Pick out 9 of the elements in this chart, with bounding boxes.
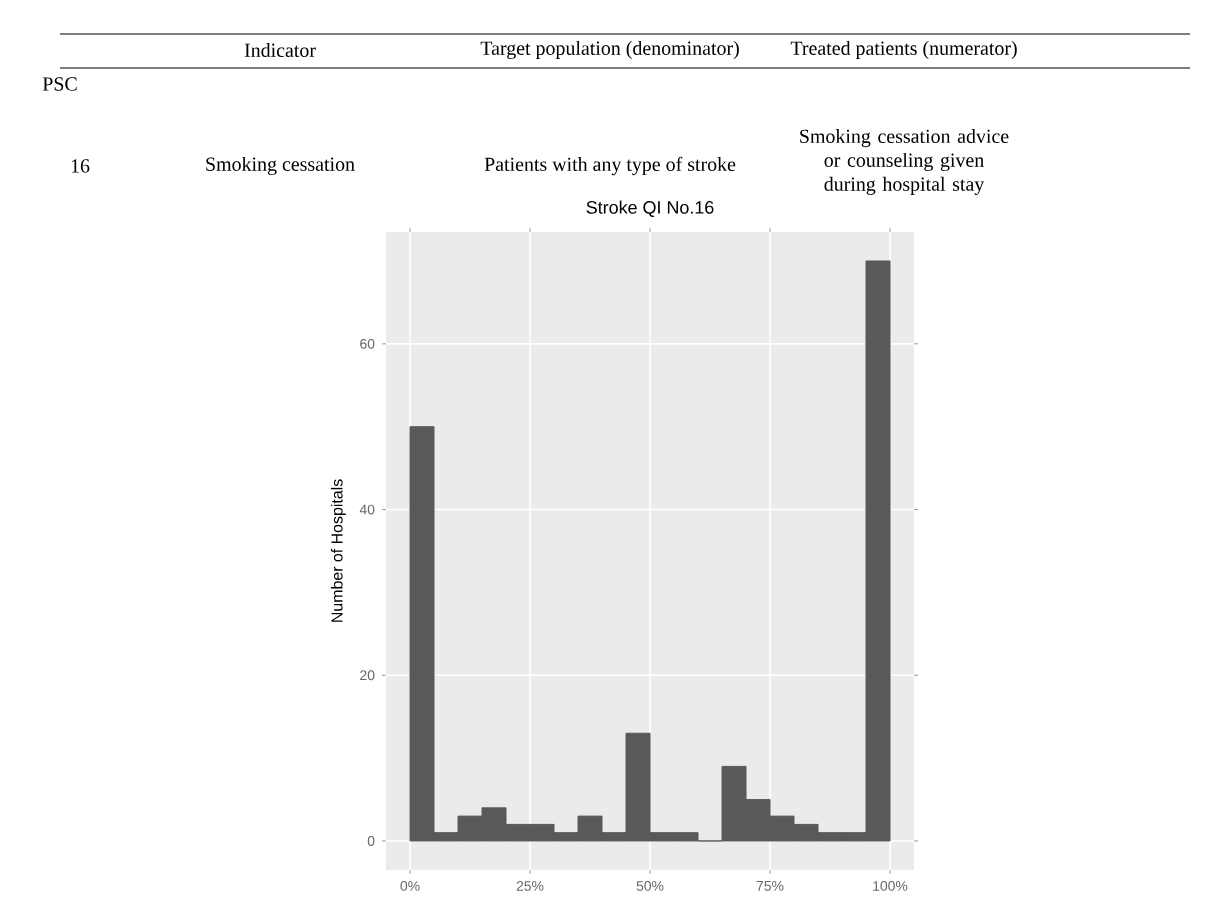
chart-title: Stroke QI No.16 [586, 200, 714, 217]
text: Target population (denominator) [480, 40, 739, 60]
text: PSC [42, 77, 77, 91]
text: Patients with any type of stroke [484, 156, 736, 176]
text: Smoking cessation advice or counseling given during hospital stay [800, 128, 1009, 195]
text: Smoking cessation [206, 156, 355, 176]
text: Indicator [244, 42, 316, 57]
text: Treated patients (numerator) [790, 40, 1017, 60]
text: 16 [71, 159, 90, 173]
